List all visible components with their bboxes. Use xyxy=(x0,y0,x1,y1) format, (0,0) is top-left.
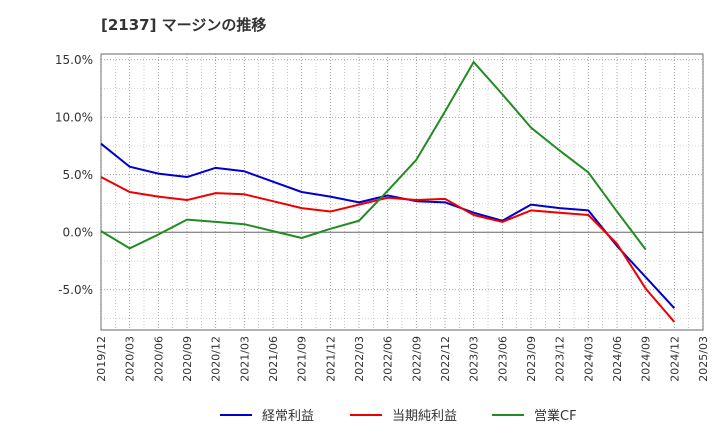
x-tick-label: 2023/06 xyxy=(496,336,509,382)
y-tick-label: 15.0% xyxy=(55,53,93,67)
legend-label: 当期純利益 xyxy=(392,409,457,424)
x-tick-label: 2024/12 xyxy=(668,336,681,382)
series-line-営業CF xyxy=(100,61,647,251)
x-tick-label: 2020/06 xyxy=(152,336,165,382)
x-tick-label: 2022/09 xyxy=(410,336,423,382)
series-lines xyxy=(100,61,676,323)
legend-label: 経常利益 xyxy=(262,409,314,424)
x-tick-label: 2023/03 xyxy=(468,336,481,382)
x-tick-label: 2022/12 xyxy=(439,336,452,382)
series-line-当期純利益 xyxy=(100,176,676,323)
x-tick-label: 2022/06 xyxy=(382,336,395,382)
x-tick-label: 2019/12 xyxy=(95,336,108,382)
series-line-経常利益 xyxy=(100,142,676,309)
x-tick-label: 2020/12 xyxy=(210,336,223,382)
x-tick-label: 2024/06 xyxy=(611,336,624,382)
x-tick-label: 2022/03 xyxy=(353,336,366,382)
x-tick-label: 2023/09 xyxy=(525,336,538,382)
y-tick-label: 0.0% xyxy=(63,225,94,239)
legend-label: 営業CF xyxy=(534,408,577,424)
x-tick-label: 2024/09 xyxy=(640,336,653,382)
x-tick-label: 2024/03 xyxy=(582,336,595,382)
y-axis-ticks: 15.0% 10.0% 5.0% 0.0% -5.0% xyxy=(55,53,93,297)
grid-lines xyxy=(100,54,704,330)
legend: 経常利益 当期純利益 営業CF xyxy=(220,408,577,424)
x-tick-label: 2025/03 xyxy=(697,336,710,382)
x-tick-label: 2020/03 xyxy=(124,336,137,382)
x-axis-ticks: 2019/12 2020/03 2020/06 2020/09 2020/12 2021/… xyxy=(95,336,710,382)
y-tick-label: 5.0% xyxy=(63,168,94,182)
x-tick-label: 2021/12 xyxy=(324,336,337,382)
y-tick-label: -5.0% xyxy=(58,283,93,297)
x-tick-label: 2020/09 xyxy=(181,336,194,382)
chart-title: [2137] マージンの推移 xyxy=(101,16,267,34)
y-tick-label: 10.0% xyxy=(55,110,93,124)
x-tick-label: 2021/06 xyxy=(267,336,280,382)
x-tick-label: 2021/03 xyxy=(238,336,251,382)
x-tick-label: 2023/12 xyxy=(554,336,567,382)
x-tick-label: 2021/09 xyxy=(296,336,309,382)
